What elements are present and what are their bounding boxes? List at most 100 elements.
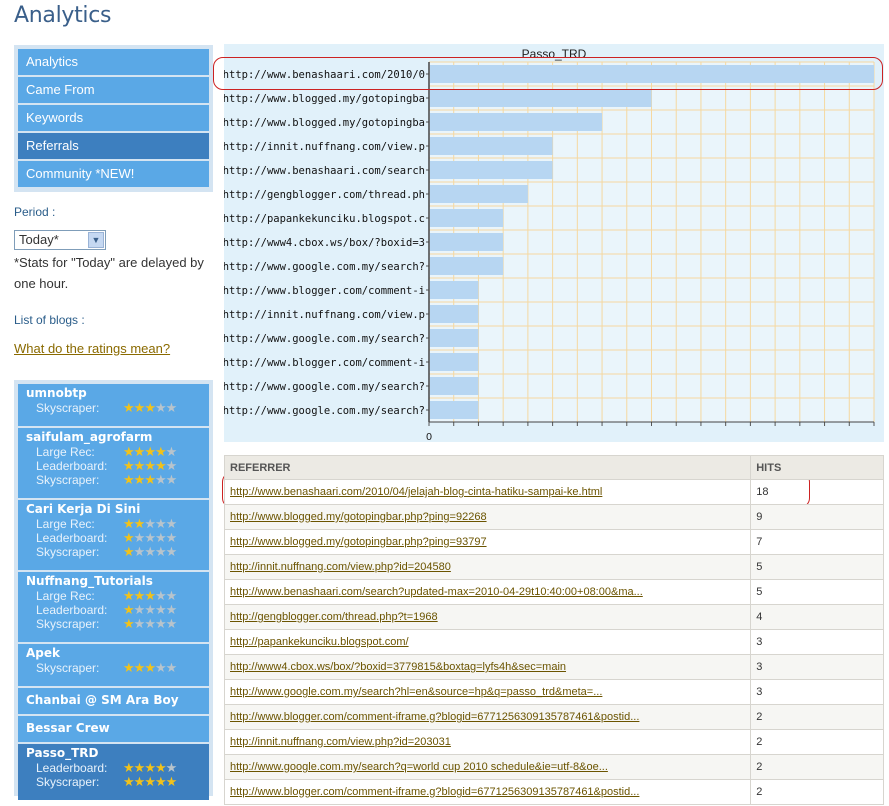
hits-cell: 18 [750,479,884,505]
rating-label: Leaderboard: [36,603,108,617]
period-select[interactable]: Today* ▼ [14,230,106,250]
referrer-cell: http://www.benashaari.com/2010/04/jelaja… [223,479,752,505]
referrer-link[interactable]: http://www.blogged.my/gotopingbar.php?pi… [230,536,487,548]
blog-name[interactable]: Bessar Crew [26,721,110,735]
blog-name[interactable]: umnobtp [26,386,87,400]
star-rating: ★★★★★ [123,602,178,617]
star-icon: ★ [154,774,167,789]
blog-card[interactable]: Chanbai @ SM Ara Boy [18,688,209,714]
referrer-link[interactable]: http://www.blogger.com/comment-iframe.g?… [230,786,640,798]
star-rating: ★★★★★ [123,472,178,487]
blog-name[interactable]: Chanbai @ SM Ara Boy [26,693,179,707]
referrer-link[interactable]: http://innit.nuffnang.com/view.php?id=20… [230,736,451,748]
referrer-link[interactable]: http://papankekunciku.blogspot.com/ [230,636,409,648]
referrer-link[interactable]: http://www.benashaari.com/2010/04/jelaja… [230,486,603,498]
nav-item-keywords[interactable]: Keywords [18,105,209,131]
star-icon: ★ [133,602,146,617]
blog-name[interactable]: Cari Kerja Di Sini [26,502,141,516]
star-icon: ★ [165,602,178,617]
hits-cell: 3 [750,679,884,705]
rating-row: Leaderboard: ★★★★★ [26,530,203,546]
y-tick-label: http://innit.nuffnang.com/view.p [224,141,425,153]
referrer-link[interactable]: http://www.blogger.com/comment-iframe.g?… [230,711,640,723]
star-icon: ★ [144,400,156,415]
y-tick-label: http://www.blogger.com/comment-i [224,285,425,297]
rating-row: Large Rec: ★★★★★ [26,517,203,532]
star-icon: ★ [123,616,135,631]
blog-name[interactable]: Nuffnang_Tutorials [26,574,153,588]
star-icon: ★ [144,530,156,545]
blog-card[interactable]: Bessar Crew [18,716,209,742]
referrer-link[interactable]: http://gengblogger.com/thread.php?t=1968 [230,611,438,623]
y-tick-label: http://gengblogger.com/thread.ph [224,189,425,201]
y-tick-label: http://www.blogged.my/gotopingba [224,93,425,105]
referrer-link[interactable]: http://www.benashaari.com/search?updated… [230,586,643,598]
referrer-link[interactable]: http://innit.nuffnang.com/view.php?id=20… [230,561,451,573]
y-tick-label: http://www.google.com.my/search? [224,333,425,345]
table-row: http://www.blogged.my/gotopingbar.php?pi… [223,529,884,555]
star-rating: ★★★★★ [123,444,177,459]
star-rating: ★★★★★ [123,530,177,545]
star-icon: ★ [154,530,167,545]
period-label: Period : [14,205,56,219]
star-icon: ★ [165,616,178,631]
referrer-cell: http://innit.nuffnang.com/view.php?id=20… [223,554,752,580]
nav-item-came-from[interactable]: Came From [18,77,209,103]
blog-card[interactable]: saifulam_agrofarm Large Rec: ★★★★★ Leaderbo… [18,428,209,498]
chart-title: Passo_TRD [522,47,587,61]
list-of-blogs-label: List of blogs : [14,313,85,327]
hits-column-header[interactable]: HITS [750,455,884,480]
blog-name[interactable]: Apek [26,646,60,660]
referrer-link[interactable]: http://www.google.com.my/search?hl=en&so… [230,686,603,698]
nav-item-community[interactable]: Community *NEW! [18,161,209,187]
star-icon: ★ [165,472,178,487]
blog-name[interactable]: Passo_TRD [26,746,99,760]
referrer-cell: http://www4.cbox.ws/box/?boxid=3779815&b… [223,654,752,680]
rating-row: Leaderboard: ★★★★★ [26,458,203,474]
blog-name[interactable]: saifulam_agrofarm [26,430,153,444]
star-icon: ★ [133,472,146,487]
chevron-down-icon[interactable]: ▼ [88,232,104,248]
nav-item-referrals[interactable]: Referrals [18,133,209,159]
star-icon: ★ [144,602,156,617]
star-icon: ★ [123,588,135,603]
referrer-link[interactable]: http://www.blogged.my/gotopingbar.php?pi… [230,511,487,523]
referrer-table: REFERRER HITS http://www.benashaari.com/… [223,455,884,805]
chart-bar [430,233,504,251]
star-rating: ★★★★★ [123,545,177,559]
referrer-link[interactable]: http://www4.cbox.ws/box/?boxid=3779815&b… [230,661,567,673]
blog-card[interactable]: umnobtp Skyscraper: ★★★★★ [18,384,209,426]
stats-delay-note: *Stats for "Today" are delayed by one ho… [14,255,204,291]
chart-bar [430,281,479,299]
chart-bar [430,257,504,275]
hits-cell: 2 [750,754,884,780]
referrer-link[interactable]: http://www.google.com.my/search?q=world … [230,761,608,773]
nav-item-analytics[interactable]: Analytics [18,49,209,75]
blog-card[interactable]: Cari Kerja Di Sini Large Rec: ★★★★★ Leaderb… [18,500,209,570]
hits-cell: 7 [750,529,884,555]
referrer-cell: http://www.blogger.com/comment-iframe.g?… [223,779,752,805]
ratings-help-link[interactable]: What do the ratings mean? [14,341,171,356]
rating-row: Leaderboard: ★★★★★ [26,602,203,618]
star-icon: ★ [165,660,178,675]
period-selected-value: Today* [19,232,59,247]
referrer-column-header[interactable]: REFERRER [223,455,752,480]
referrer-cell: http://www.blogged.my/gotopingbar.php?pi… [223,529,752,555]
rating-label: Leaderboard: [36,459,108,473]
blog-list: umnobtp Skyscraper: ★★★★★ saifulam_agrofarm… [14,380,213,800]
y-tick-label: http://www.blogged.my/gotopingba [224,117,425,129]
blog-card[interactable]: Passo_TRD Leaderboard: ★★★★★ Skyscraper: ★★★… [18,744,209,800]
star-icon: ★ [165,458,178,473]
rating-label: Skyscraper: [36,473,100,487]
rating-row: Large Rec: ★★★★★ [26,444,203,460]
blog-card[interactable]: Nuffnang_Tutorials Large Rec: ★★★★★ Leaderb… [18,572,209,642]
star-icon: ★ [144,774,156,789]
blog-card[interactable]: Apek Skyscraper: ★★★★★ [18,644,209,686]
chart-bar [430,377,479,395]
y-tick-label: http://www4.cbox.ws/box/?boxid=3 [224,237,425,249]
rating-row: Skyscraper: ★★★★★ [26,616,203,632]
star-rating: ★★★★★ [123,458,178,473]
star-icon: ★ [154,616,167,631]
star-icon: ★ [133,444,146,459]
hits-cell: 4 [750,604,884,630]
